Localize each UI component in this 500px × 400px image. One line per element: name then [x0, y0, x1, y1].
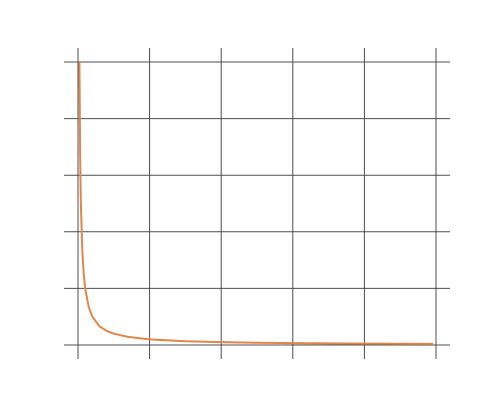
- series-layer: [78, 61, 434, 345]
- grid: [64, 48, 450, 359]
- series-line-0: [78, 61, 434, 345]
